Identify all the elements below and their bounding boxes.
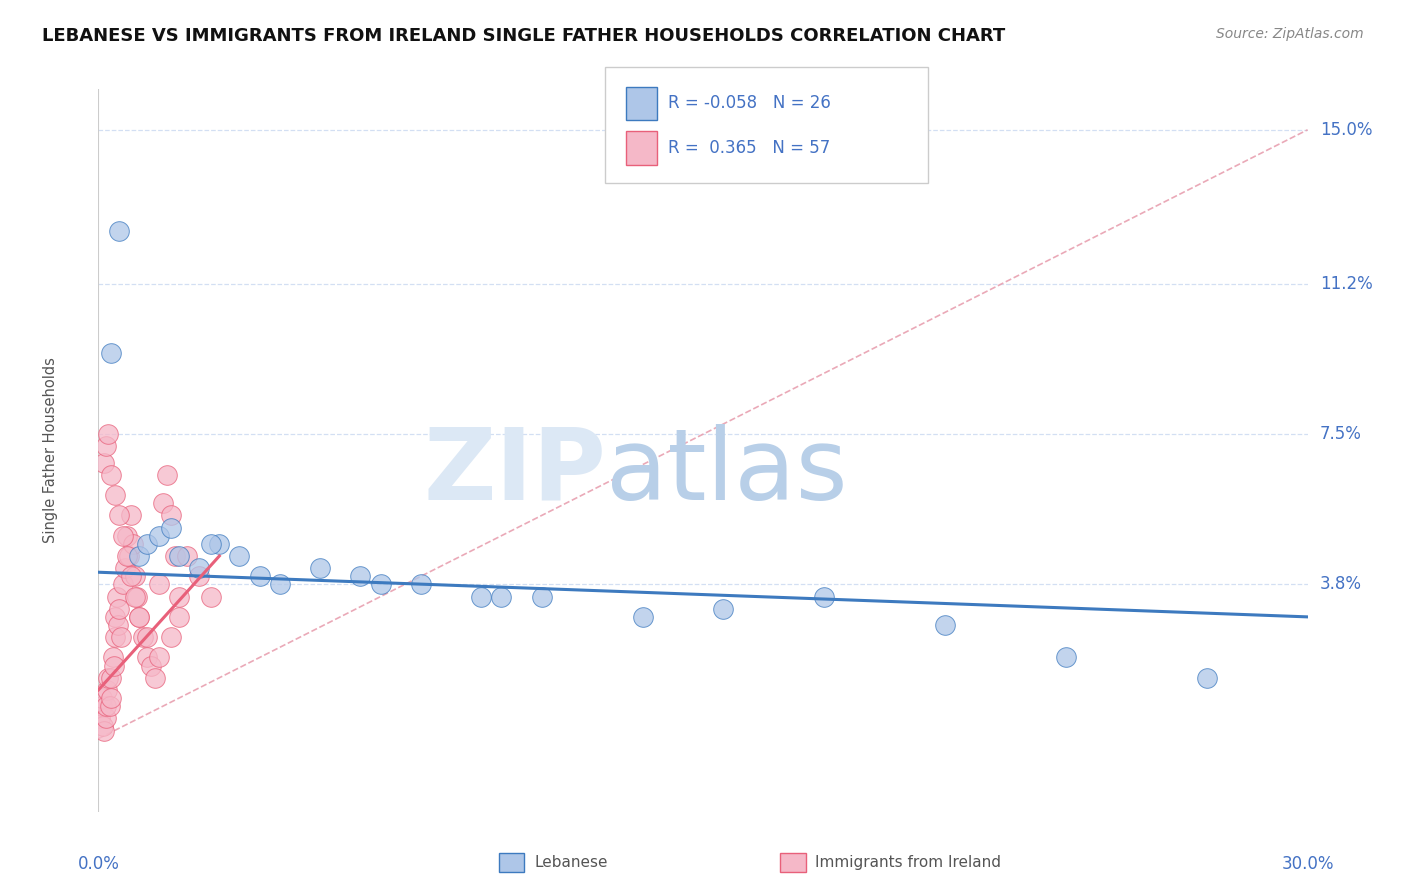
Point [105,590,128,604]
Point [128,610,150,624]
Point [148,529,170,543]
Point [128,610,150,624]
Point [98,699,121,714]
Text: Single Father Households: Single Father Households [42,358,58,543]
Point [249,569,271,583]
Point [124,569,146,583]
Point [156,467,179,482]
Text: R = -0.058   N = 26: R = -0.058 N = 26 [668,95,831,112]
Point [91,691,114,706]
Point [188,569,211,583]
Point [349,569,371,583]
Point [200,590,222,604]
Point [97,671,120,685]
Point [208,537,231,551]
Point [188,561,211,575]
Point [813,590,835,604]
Point [100,346,122,360]
Text: 15.0%: 15.0% [1320,120,1372,139]
Point [103,488,125,502]
Point [120,508,142,523]
Point [160,508,183,523]
Point [115,529,138,543]
Point [103,630,125,644]
Point [228,549,250,563]
Point [107,224,129,238]
Point [101,650,124,665]
Point [143,671,166,685]
Point [90,699,112,714]
Point [167,610,190,624]
Point [114,561,136,575]
Point [115,549,138,563]
Point [124,590,146,604]
Point [132,630,155,644]
Point [370,577,392,591]
Text: Source: ZipAtlas.com: Source: ZipAtlas.com [1216,27,1364,41]
Point [107,508,129,523]
Point [160,520,183,534]
Point [152,496,174,510]
Point [1054,650,1077,665]
Point [176,549,198,563]
Point [100,691,122,706]
Point [120,569,142,583]
Text: R =  0.365   N = 57: R = 0.365 N = 57 [668,139,830,157]
Point [111,529,134,543]
Point [934,618,956,632]
Point [91,719,114,733]
Point [96,682,118,697]
Point [107,601,129,615]
Point [711,601,734,615]
Text: Immigrants from Ireland: Immigrants from Ireland [815,855,1001,870]
Point [135,630,157,644]
Point [93,456,115,470]
Point [104,610,127,624]
Text: atlas: atlas [606,424,848,521]
Point [470,590,492,604]
Point [409,577,432,591]
Point [107,618,129,632]
Point [269,577,291,591]
Point [110,630,132,644]
Point [97,427,120,442]
Point [167,549,190,563]
Point [530,590,553,604]
Text: LEBANESE VS IMMIGRANTS FROM IRELAND SINGLE FATHER HOUSEHOLDS CORRELATION CHART: LEBANESE VS IMMIGRANTS FROM IRELAND SING… [42,27,1005,45]
Point [118,549,141,563]
Point [631,610,654,624]
Text: 7.5%: 7.5% [1320,425,1361,443]
Point [148,577,170,591]
Point [100,671,122,685]
Text: 3.8%: 3.8% [1320,575,1361,593]
Point [139,658,162,673]
Point [89,711,111,725]
Point [135,650,157,665]
Point [103,658,125,673]
Text: 30.0%: 30.0% [1281,855,1334,873]
Point [167,590,190,604]
Point [94,711,117,725]
Point [160,630,183,644]
Point [128,549,150,563]
Point [96,439,118,453]
Point [135,537,157,551]
Point [148,650,170,665]
Text: ZIP: ZIP [423,424,606,521]
Point [93,723,115,738]
Point [1195,671,1218,685]
Text: 0.0%: 0.0% [77,855,120,873]
Point [111,577,134,591]
Point [309,561,332,575]
Point [100,467,122,482]
Point [200,537,222,551]
Point [121,537,143,551]
Point [491,590,513,604]
Point [125,590,148,604]
Point [96,699,118,714]
Point [163,549,186,563]
Text: 11.2%: 11.2% [1320,275,1372,293]
Text: Lebanese: Lebanese [534,855,607,870]
